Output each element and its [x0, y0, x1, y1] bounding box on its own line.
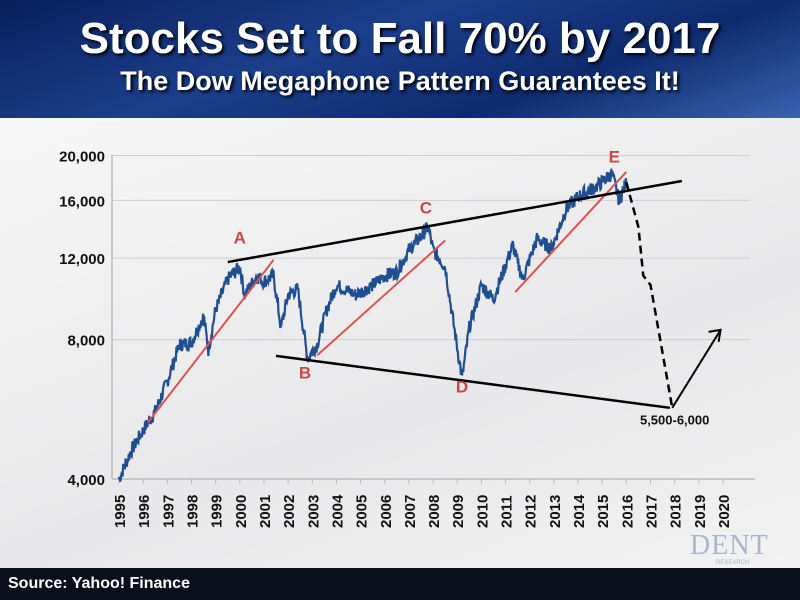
- x-tick-label: 2019: [692, 495, 709, 528]
- point-label-B: B: [299, 363, 311, 382]
- megaphone-line: [275, 354, 671, 410]
- page-subtitle: The Dow Megaphone Pattern Guarantees It!: [120, 66, 680, 96]
- target-range-annotation: 5,500-6,000: [640, 412, 709, 427]
- x-tick-label: 2013: [547, 495, 564, 528]
- dent-logo: DENT: [690, 530, 769, 561]
- source-text: Source: Yahoo! Finance: [8, 575, 190, 592]
- red-trendline: [514, 171, 628, 293]
- megaphone-line: [227, 179, 683, 264]
- x-tick-label: 2005: [354, 495, 371, 528]
- x-tick-label: 2002: [281, 495, 298, 528]
- x-tick-label: 2008: [426, 495, 443, 528]
- x-tick-label: 2017: [644, 495, 661, 528]
- y-tick-label: 4,000: [67, 472, 105, 489]
- x-tick-label: 2012: [523, 495, 540, 528]
- x-tick-label: 1995: [112, 495, 129, 528]
- x-tick-label: 2009: [450, 495, 467, 528]
- point-label-A: A: [234, 229, 246, 248]
- dent-logo-sub: RESEARCH: [716, 560, 750, 566]
- x-tick-label: 2003: [305, 495, 322, 528]
- x-tick-label: 2020: [716, 495, 733, 528]
- point-label-E: E: [609, 148, 620, 167]
- x-tick-label: 2004: [329, 494, 346, 528]
- point-label-D: D: [456, 378, 468, 397]
- x-tick-label: 1996: [136, 495, 153, 528]
- y-tick-label: 8,000: [67, 333, 105, 350]
- x-tick-label: 2000: [233, 495, 250, 528]
- x-tick-label: 2001: [257, 495, 274, 528]
- x-tick-label: 1998: [184, 495, 201, 528]
- footer: Source: Yahoo! Finance: [0, 568, 800, 600]
- point-label-C: C: [420, 198, 432, 217]
- red-trendline: [147, 259, 275, 424]
- x-tick-label: 2016: [619, 495, 636, 528]
- y-tick-label: 16,000: [59, 193, 105, 210]
- x-tick-label: 2007: [402, 495, 419, 528]
- x-tick-label: 2015: [595, 495, 612, 528]
- red-trendline: [316, 239, 446, 357]
- rebound-arrow-line: [671, 329, 722, 409]
- x-tick-label: 1999: [209, 495, 226, 528]
- header-banner: Stocks Set to Fall 70% by 2017 The Dow M…: [0, 0, 800, 118]
- page-title: Stocks Set to Fall 70% by 2017: [79, 14, 721, 63]
- projection-dashed-line: [625, 182, 674, 409]
- x-tick-label: 2011: [499, 495, 516, 528]
- dow-series-line: [117, 168, 628, 482]
- x-tick-label: 1997: [160, 495, 177, 528]
- chart-panel: [0, 118, 800, 568]
- x-tick-label: 2010: [474, 495, 491, 528]
- x-tick-label: 2006: [378, 495, 395, 528]
- y-tick-label: 20,000: [59, 149, 105, 166]
- x-tick-label: 2018: [668, 495, 685, 528]
- x-tick-label: 2014: [571, 494, 588, 528]
- arrowhead-icon: [708, 328, 722, 343]
- y-tick-label: 12,000: [59, 251, 105, 268]
